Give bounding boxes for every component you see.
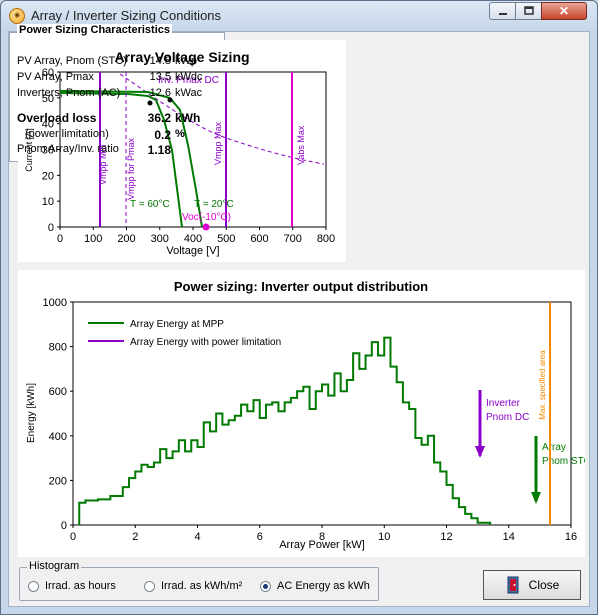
voc-point (202, 223, 210, 231)
vmpp-max-label: Vmpp Max (213, 121, 223, 165)
x-tick-label: 400 (184, 233, 202, 245)
x-tick-label: 4 (194, 531, 200, 543)
x-tick-label: 0 (70, 531, 76, 543)
voltage-plot-frame (59, 71, 327, 228)
iv-curve-60c (59, 92, 183, 228)
x-tick-label: 0 (57, 233, 63, 245)
y-tick-label: 800 (49, 342, 67, 354)
voltage-y-label: Current [A] (24, 128, 34, 172)
power-distribution-panel: Power sizing: Inverter output distributi… (18, 270, 591, 557)
y-tick-label: 0 (48, 222, 54, 234)
array-label-1: Array (542, 442, 566, 453)
maximize-button[interactable] (515, 2, 542, 20)
x-tick-label: 6 (257, 531, 263, 543)
maximize-icon (523, 6, 534, 15)
vmpp-min-label: Vmpp Min (98, 144, 108, 185)
minimize-icon (498, 13, 507, 15)
inverter-pnom-arrow (475, 446, 485, 458)
inverter-label-2: Pnom DC (486, 412, 529, 423)
radio-ac-energy[interactable]: AC Energy as kWh (260, 580, 370, 592)
minimize-button[interactable] (489, 2, 516, 20)
y-tick-label: 400 (49, 431, 67, 443)
power-chart-title: Power sizing: Inverter output distributi… (174, 279, 428, 294)
t60-label: T = 60°C (130, 199, 170, 210)
y-tick-label: 600 (49, 386, 67, 398)
x-tick-label: 8 (319, 531, 325, 543)
power-x-label: Array Power [kW] (279, 539, 365, 551)
y-tick-label: 10 (42, 196, 54, 208)
y-tick-label: 1000 (43, 297, 67, 309)
voltage-chart-title: Array Voltage Sizing (114, 49, 249, 65)
char-row-limitation: (power limitation) 0.2 % (25, 128, 185, 142)
t20-label: T = 20°C (194, 199, 234, 210)
x-tick-label: 800 (317, 233, 335, 245)
char-row-ratio: Pnom Array/Inv. ratio 1.18 (17, 143, 171, 157)
radio-dot-selected[interactable] (260, 580, 271, 592)
x-tick-label: 200 (117, 233, 135, 245)
char-row-pnom-stc: PV Array, Pnom (STC) 14.8 kWp (17, 55, 197, 67)
array-label-2: Pnom STC (542, 456, 585, 467)
window-title: Array / Inverter Sizing Conditions (31, 8, 222, 23)
max-specified-label: Max. specified area (538, 350, 547, 420)
y-tick-label: 50 (42, 93, 54, 105)
inverter-label-1: Inverter (486, 398, 521, 409)
x-tick-label: 12 (440, 531, 452, 543)
inv-pmax-curve (119, 73, 325, 165)
radio-irrad-kwh[interactable]: Irrad. as kWh/m² (144, 580, 242, 592)
x-tick-label: 10 (378, 531, 390, 543)
title-bar[interactable]: ◉ Array / Inverter Sizing Conditions ✕ (1, 1, 597, 31)
x-tick-label: 500 (217, 233, 235, 245)
inv-pmax-label: Inv. Pmax DC (158, 75, 219, 86)
char-row-overload: Overload loss 36.2 kWh (17, 111, 201, 125)
x-tick-label: 14 (503, 531, 515, 543)
x-tick-label: 2 (132, 531, 138, 543)
histogram-options: Histogram Irrad. as hours Irrad. as kWh/… (19, 560, 379, 601)
y-tick-label: 200 (49, 475, 67, 487)
voltage-sizing-chart: Array Voltage Sizing 0 100 200 300 400 500 600… (24, 49, 335, 257)
x-tick-label: 16 (565, 531, 577, 543)
close-icon: ✕ (558, 4, 570, 18)
radio-dot[interactable] (28, 580, 39, 592)
close-window-button[interactable]: ✕ (541, 2, 587, 20)
close-button-label: Close (528, 578, 560, 592)
series-array-energy-mpp (78, 336, 492, 525)
radio-dot[interactable] (144, 580, 155, 592)
y-tick-label: 60 (42, 67, 54, 79)
y-tick-label: 0 (61, 520, 67, 532)
histogram-group-label: Histogram (27, 560, 82, 572)
legend-limited-label: Array Energy with power limitation (130, 337, 281, 348)
close-dialog-button[interactable]: Close (483, 570, 581, 600)
x-tick-label: 300 (151, 233, 169, 245)
voltage-x-label: Voltage [V] (166, 245, 219, 257)
power-y-ticks: 0 200 400 600 800 1000 (43, 297, 73, 532)
iv-curve-20c (59, 90, 203, 228)
legend-mpp-label: Array Energy at MPP (130, 319, 224, 330)
door-icon (507, 576, 519, 594)
voltage-y-ticks: 0 10 20 30 40 50 60 (42, 67, 60, 234)
power-distribution-chart: Power sizing: Inverter output distributi… (26, 279, 591, 551)
y-tick-label: 40 (42, 119, 54, 131)
x-tick-label: 100 (84, 233, 102, 245)
array-pnom-arrow (531, 492, 541, 504)
voltage-x-ticks: 0 100 200 300 400 500 600 700 800 (57, 227, 335, 245)
x-tick-label: 700 (284, 233, 302, 245)
app-icon: ◉ (9, 8, 25, 24)
mpp-point-60c (147, 100, 153, 106)
power-plot-frame (72, 301, 572, 526)
client-area: Array Voltage Sizing 0 100 200 300 400 500 600… (8, 24, 591, 607)
vmpp-pmax-label: Vmpp for Pmax (126, 137, 136, 200)
char-row-pmax: PV Array, Pmax 13.5 kWdc (17, 71, 203, 83)
characteristics-title: Power Sizing Characteristics (17, 24, 172, 36)
y-tick-label: 30 (42, 145, 54, 157)
voc-label: Voc(-10°C) (182, 212, 231, 223)
mpp-point-20c (167, 97, 173, 103)
radio-irrad-hours[interactable]: Irrad. as hours (28, 580, 116, 592)
vabs-max-label: Vabs Max (296, 125, 306, 165)
power-y-label: Energy [kWh] (26, 383, 37, 443)
y-tick-label: 20 (42, 170, 54, 182)
char-row-inverters: Inverters, Pnom (AC) 12.6 kWac (17, 87, 203, 99)
voltage-sizing-panel: Array Voltage Sizing 0 100 200 300 400 500 600… (18, 40, 346, 262)
x-tick-label: 600 (250, 233, 268, 245)
